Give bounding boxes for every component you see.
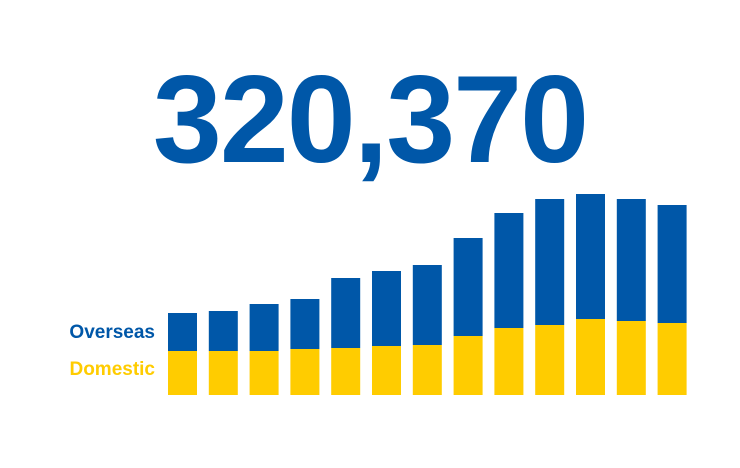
bar-domestic-11 xyxy=(576,319,605,395)
bar-overseas-1 xyxy=(168,313,197,351)
total-figure: 320,370 xyxy=(152,51,589,189)
bar-overseas-10 xyxy=(535,199,565,325)
bar-domestic-2 xyxy=(208,351,238,395)
bar-domestic-13 xyxy=(657,323,687,395)
bar-domestic-10 xyxy=(535,325,565,395)
bar-overseas-2 xyxy=(208,311,238,351)
legend-domestic-label: Domestic xyxy=(69,359,155,380)
bar-domestic-4 xyxy=(290,349,320,395)
bar-overseas-9 xyxy=(494,213,524,328)
bar-overseas-8 xyxy=(453,238,483,336)
bar-overseas-7 xyxy=(412,265,442,345)
bar-overseas-13 xyxy=(657,205,687,323)
bar-domestic-9 xyxy=(494,328,524,395)
bar-overseas-6 xyxy=(372,271,401,346)
bar-domestic-12 xyxy=(616,321,646,395)
bar-domestic-5 xyxy=(331,348,361,395)
bar-overseas-4 xyxy=(290,299,320,349)
bar-overseas-11 xyxy=(576,194,605,319)
legend-overseas-label: Overseas xyxy=(69,322,155,343)
bar-domestic-7 xyxy=(412,345,442,395)
bar-domestic-1 xyxy=(168,351,197,395)
bar-overseas-3 xyxy=(249,304,279,351)
bar-overseas-5 xyxy=(331,278,361,348)
bar-overseas-12 xyxy=(616,199,646,321)
bar-domestic-8 xyxy=(453,336,483,395)
bar-domestic-6 xyxy=(372,346,401,395)
bar-domestic-3 xyxy=(249,351,279,395)
